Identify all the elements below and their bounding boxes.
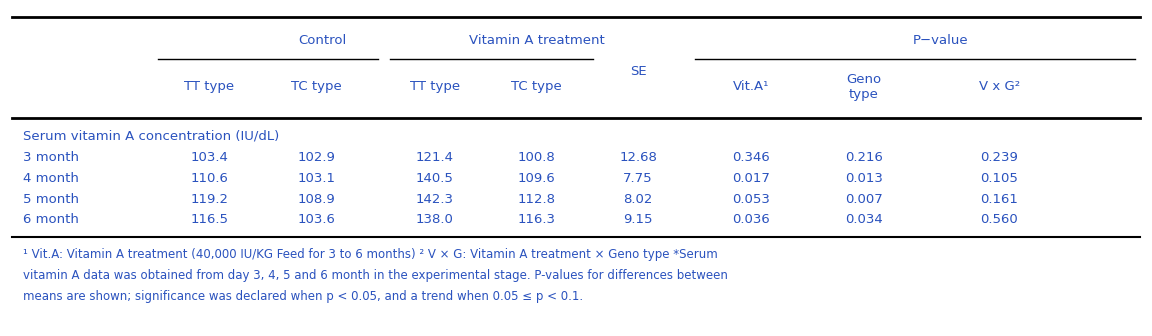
Text: 5 month: 5 month bbox=[23, 193, 78, 206]
Text: 0.161: 0.161 bbox=[980, 193, 1018, 206]
Text: 6 month: 6 month bbox=[23, 213, 78, 226]
Text: 121.4: 121.4 bbox=[416, 151, 454, 164]
Text: Serum vitamin A concentration (IU/dL): Serum vitamin A concentration (IU/dL) bbox=[23, 130, 279, 143]
Text: 116.5: 116.5 bbox=[190, 213, 228, 226]
Text: 3 month: 3 month bbox=[23, 151, 78, 164]
Text: Vit.A¹: Vit.A¹ bbox=[733, 80, 770, 93]
Text: 0.053: 0.053 bbox=[732, 193, 770, 206]
Text: 4 month: 4 month bbox=[23, 172, 78, 185]
Text: 0.239: 0.239 bbox=[980, 151, 1018, 164]
Text: means are shown; significance was declared when p < 0.05, and a trend when 0.05 : means are shown; significance was declar… bbox=[23, 290, 583, 303]
Text: 0.036: 0.036 bbox=[733, 213, 770, 226]
Text: 100.8: 100.8 bbox=[517, 151, 555, 164]
Text: 103.4: 103.4 bbox=[190, 151, 228, 164]
Text: 112.8: 112.8 bbox=[517, 193, 555, 206]
Text: 140.5: 140.5 bbox=[416, 172, 454, 185]
Text: 0.034: 0.034 bbox=[846, 213, 882, 226]
Text: TC type: TC type bbox=[511, 80, 562, 93]
Text: 142.3: 142.3 bbox=[416, 193, 454, 206]
Text: 116.3: 116.3 bbox=[517, 213, 555, 226]
Text: 103.1: 103.1 bbox=[297, 172, 335, 185]
Text: 0.013: 0.013 bbox=[844, 172, 882, 185]
Text: 0.346: 0.346 bbox=[733, 151, 770, 164]
Text: 0.216: 0.216 bbox=[844, 151, 882, 164]
Text: 119.2: 119.2 bbox=[190, 193, 228, 206]
Text: 102.9: 102.9 bbox=[297, 151, 335, 164]
Text: 0.560: 0.560 bbox=[980, 213, 1018, 226]
Text: 108.9: 108.9 bbox=[297, 193, 335, 206]
Text: Vitamin A treatment: Vitamin A treatment bbox=[469, 34, 605, 47]
Text: 138.0: 138.0 bbox=[416, 213, 454, 226]
Text: TC type: TC type bbox=[291, 80, 342, 93]
Text: 103.6: 103.6 bbox=[297, 213, 335, 226]
Text: ¹ Vit.A: Vitamin A treatment (40,000 IU/KG Feed for 3 to 6 months) ² V × G: Vita: ¹ Vit.A: Vitamin A treatment (40,000 IU/… bbox=[23, 248, 718, 261]
Text: 110.6: 110.6 bbox=[190, 172, 228, 185]
Text: P−value: P−value bbox=[912, 34, 968, 47]
Text: 0.017: 0.017 bbox=[732, 172, 770, 185]
Text: 7.75: 7.75 bbox=[623, 172, 653, 185]
Text: Geno
type: Geno type bbox=[847, 73, 881, 100]
Text: TT type: TT type bbox=[184, 80, 234, 93]
Text: Control: Control bbox=[298, 34, 346, 47]
Text: 9.15: 9.15 bbox=[623, 213, 653, 226]
Text: 8.02: 8.02 bbox=[623, 193, 653, 206]
Text: V x G²: V x G² bbox=[979, 80, 1020, 93]
Text: 0.105: 0.105 bbox=[980, 172, 1018, 185]
Text: TT type: TT type bbox=[410, 80, 460, 93]
Text: 0.007: 0.007 bbox=[846, 193, 882, 206]
Text: 109.6: 109.6 bbox=[517, 172, 555, 185]
Text: vitamin A data was obtained from day 3, 4, 5 and 6 month in the experimental sta: vitamin A data was obtained from day 3, … bbox=[23, 269, 728, 282]
Text: SE: SE bbox=[630, 65, 646, 78]
Text: 12.68: 12.68 bbox=[619, 151, 657, 164]
